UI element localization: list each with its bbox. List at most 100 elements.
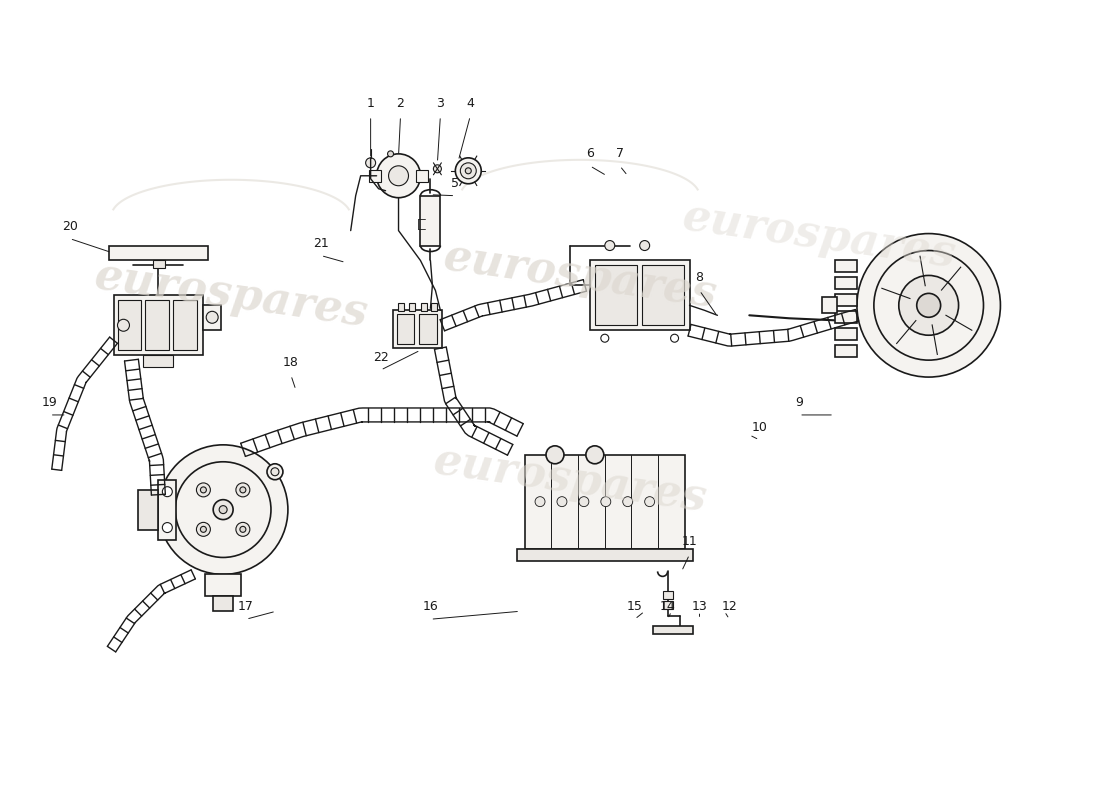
Circle shape — [175, 462, 271, 558]
Circle shape — [873, 250, 983, 360]
Bar — [421, 303, 428, 311]
Circle shape — [388, 166, 408, 186]
Circle shape — [916, 294, 940, 318]
Bar — [525, 455, 684, 550]
Text: 12: 12 — [722, 600, 737, 614]
Text: 9: 9 — [795, 396, 803, 409]
Bar — [143, 355, 174, 367]
Text: 10: 10 — [751, 421, 767, 434]
Text: 13: 13 — [692, 600, 707, 614]
Circle shape — [387, 151, 394, 157]
Circle shape — [671, 334, 679, 342]
Text: 20: 20 — [62, 219, 78, 233]
Circle shape — [376, 154, 420, 198]
Circle shape — [601, 497, 610, 506]
Text: 18: 18 — [283, 356, 299, 369]
Bar — [397, 303, 404, 311]
Bar — [393, 310, 442, 348]
Bar — [419, 314, 438, 344]
Text: 8: 8 — [695, 271, 704, 285]
Circle shape — [535, 497, 544, 506]
Text: 17: 17 — [238, 600, 254, 614]
Circle shape — [163, 522, 173, 533]
Text: eurospares: eurospares — [91, 255, 371, 336]
Circle shape — [899, 275, 958, 335]
Circle shape — [645, 497, 654, 506]
Bar — [396, 314, 415, 344]
Bar — [652, 626, 693, 634]
Circle shape — [118, 319, 130, 331]
Circle shape — [601, 334, 608, 342]
Bar — [118, 300, 142, 350]
Circle shape — [163, 486, 173, 497]
Circle shape — [197, 522, 210, 536]
Text: 3: 3 — [437, 97, 444, 110]
Circle shape — [200, 526, 207, 532]
Text: 6: 6 — [586, 147, 594, 160]
Text: 22: 22 — [373, 351, 388, 364]
Bar — [204, 306, 221, 330]
Bar — [835, 311, 857, 323]
Bar — [153, 261, 165, 269]
Circle shape — [623, 497, 632, 506]
Text: 1: 1 — [366, 97, 375, 110]
Circle shape — [213, 500, 233, 519]
Bar — [835, 294, 857, 306]
Text: 19: 19 — [42, 396, 57, 409]
Circle shape — [206, 311, 218, 323]
Circle shape — [240, 487, 246, 493]
Text: eurospares: eurospares — [440, 235, 719, 316]
Bar — [417, 170, 428, 182]
Circle shape — [640, 241, 650, 250]
Circle shape — [235, 522, 250, 536]
Circle shape — [158, 445, 288, 574]
Bar — [174, 300, 197, 350]
Circle shape — [235, 483, 250, 497]
Circle shape — [546, 446, 564, 464]
Circle shape — [240, 526, 246, 532]
Text: 11: 11 — [682, 535, 697, 549]
Circle shape — [267, 464, 283, 480]
Bar — [517, 550, 693, 562]
Bar — [420, 196, 440, 246]
Bar — [590, 261, 690, 330]
Text: 5: 5 — [451, 177, 460, 190]
Bar — [822, 298, 837, 314]
Circle shape — [557, 497, 566, 506]
Bar — [109, 246, 208, 261]
Bar — [662, 602, 672, 610]
Bar — [835, 278, 857, 290]
Text: 16: 16 — [422, 600, 438, 614]
Text: 7: 7 — [616, 147, 624, 160]
Text: 4: 4 — [466, 97, 474, 110]
Bar — [431, 303, 438, 311]
Circle shape — [433, 165, 441, 173]
Bar — [595, 266, 637, 326]
Text: 15: 15 — [627, 600, 642, 614]
Bar — [113, 295, 204, 355]
Text: 21: 21 — [312, 237, 329, 250]
Circle shape — [605, 241, 615, 250]
Circle shape — [219, 506, 227, 514]
Text: eurospares: eurospares — [680, 195, 958, 276]
Circle shape — [365, 158, 375, 168]
Circle shape — [460, 163, 476, 178]
Bar — [835, 345, 857, 357]
Bar — [368, 170, 381, 182]
Bar — [206, 574, 241, 596]
Bar — [835, 328, 857, 340]
Circle shape — [455, 158, 481, 184]
Circle shape — [579, 497, 588, 506]
Bar — [158, 480, 176, 539]
Bar — [213, 596, 233, 611]
Circle shape — [586, 446, 604, 464]
Text: 14: 14 — [660, 600, 675, 614]
Bar — [139, 490, 158, 530]
Bar — [641, 266, 683, 326]
Text: eurospares: eurospares — [430, 439, 710, 520]
Circle shape — [197, 483, 210, 497]
Circle shape — [271, 468, 279, 476]
Bar — [662, 591, 672, 599]
Circle shape — [200, 487, 207, 493]
Circle shape — [465, 168, 471, 174]
